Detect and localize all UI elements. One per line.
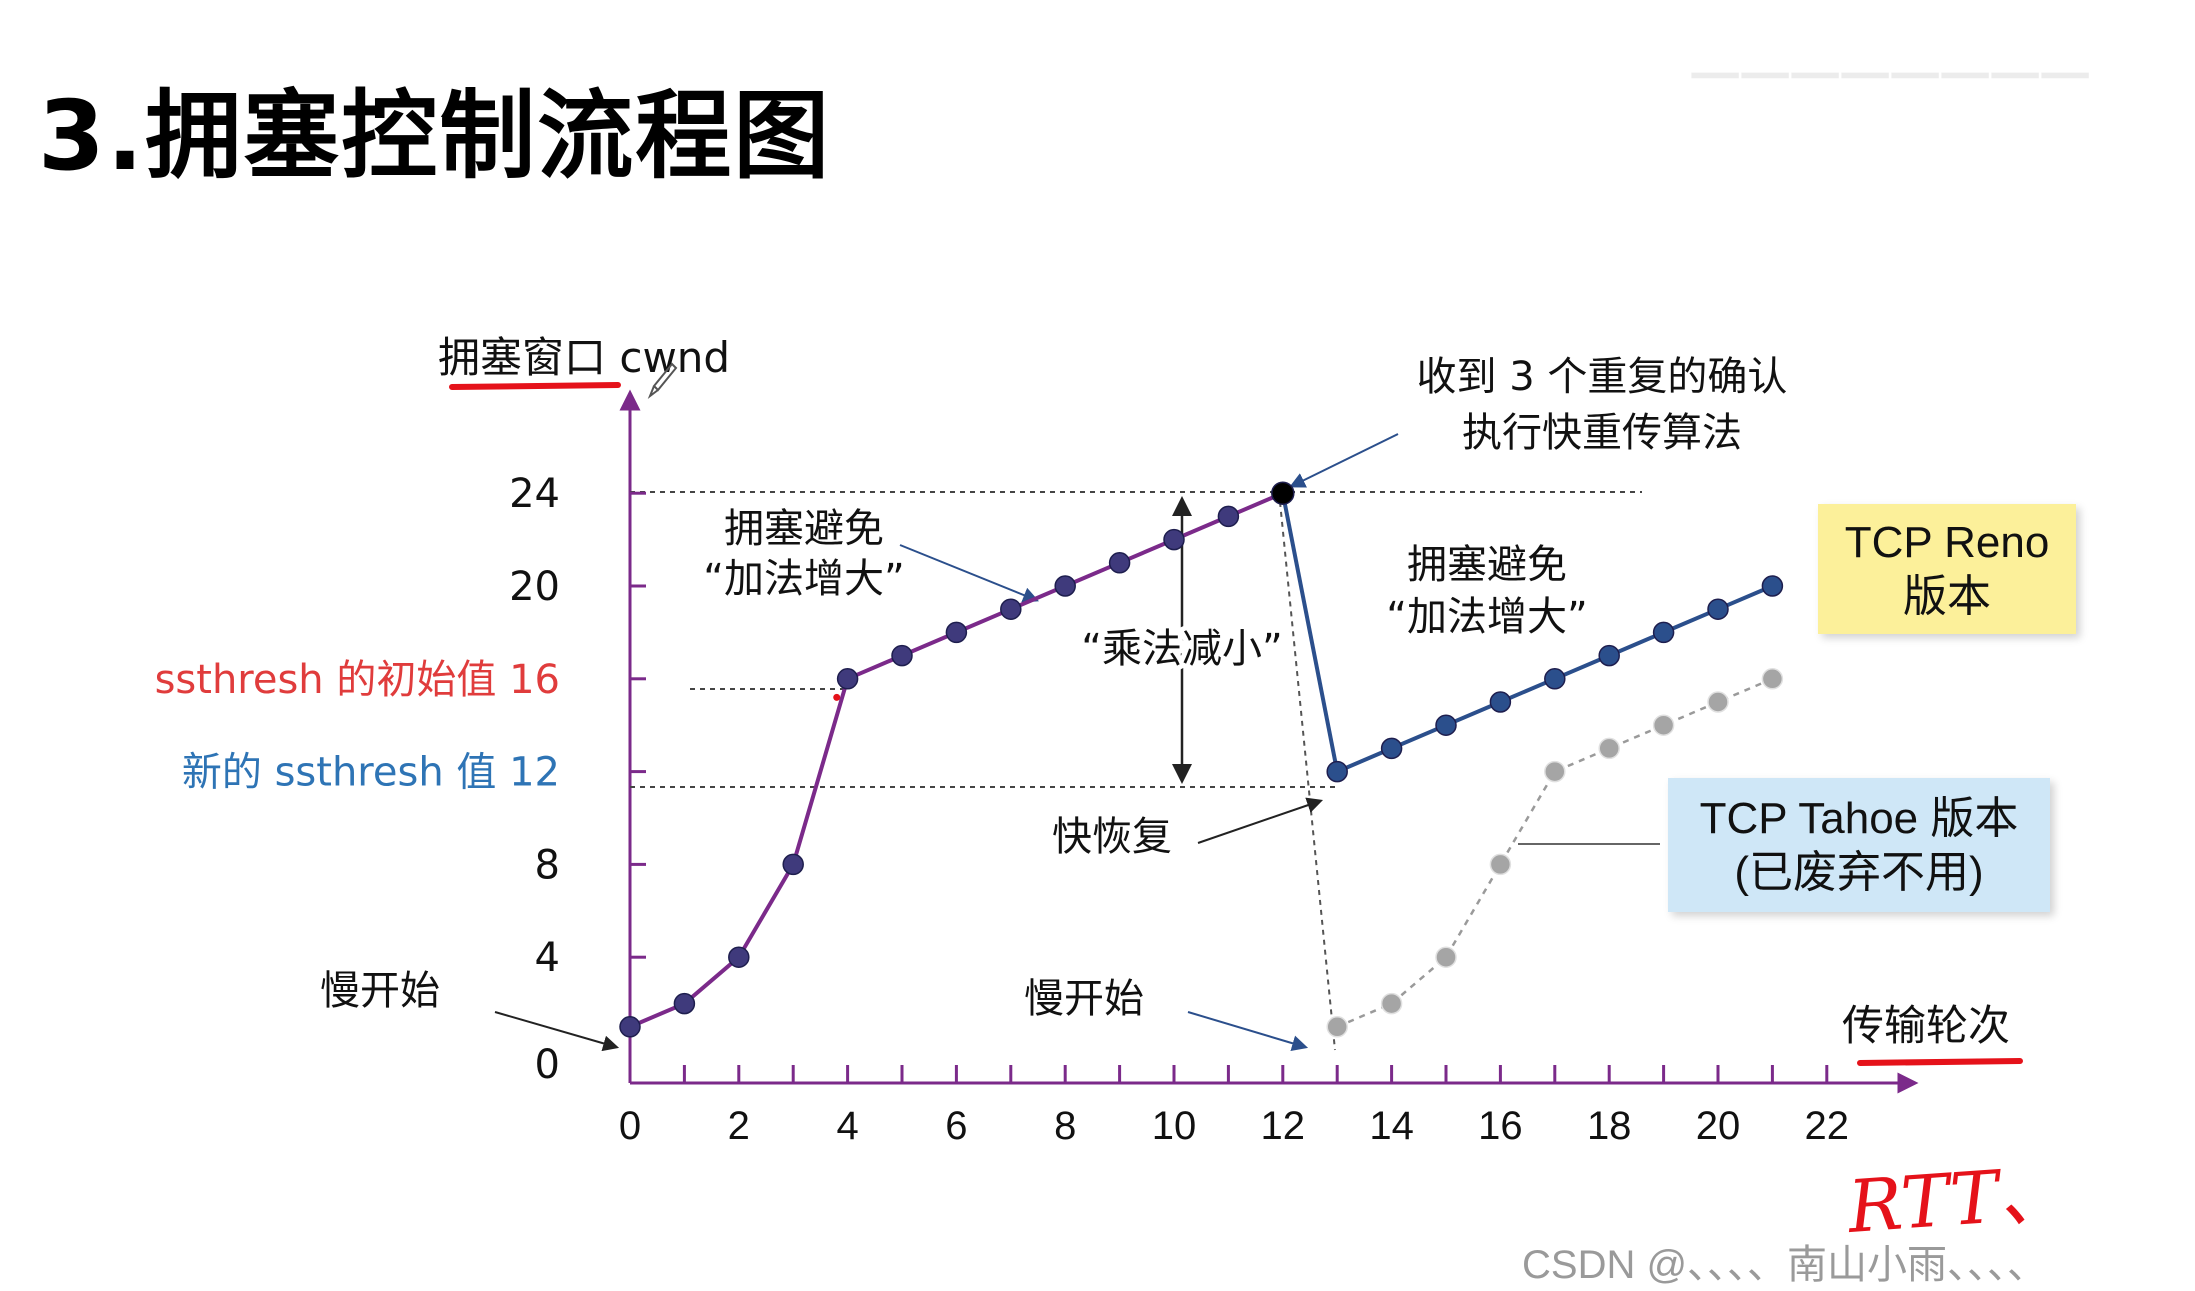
- reno-box-line2: 版本: [1903, 572, 1991, 621]
- x-tick-label: 22: [1805, 1104, 1850, 1148]
- x-tick-label: 0: [619, 1104, 641, 1148]
- data-point: [1163, 528, 1185, 551]
- fast-recovery-label: 快恢复: [1052, 814, 1172, 860]
- data-point: [1707, 691, 1729, 713]
- y-tick-label: ssthresh 的初始值 16: [155, 657, 560, 703]
- reno-box-line1: TCP Reno: [1844, 518, 2050, 567]
- dup-ack-label-line2: 执行快重传算法: [1462, 410, 1742, 456]
- drop-line-tahoe: [1278, 491, 1336, 1051]
- pointer-slow-start-2: [1187, 1011, 1309, 1051]
- slow-start-label-2: 慢开始: [1024, 976, 1144, 1022]
- pen-cursor-icon: [647, 362, 678, 399]
- ca2-label-line2: “加法增大”: [1386, 594, 1587, 640]
- series-layer: [619, 481, 1784, 1038]
- data-point: [1000, 598, 1022, 620]
- x-tick-label: 4: [836, 1104, 858, 1148]
- data-point: [1489, 853, 1512, 876]
- data-point: [673, 992, 696, 1015]
- data-point: [1761, 668, 1784, 690]
- pointer-slow-start-1: [494, 1011, 620, 1052]
- y-tick-label: 0: [535, 1042, 560, 1088]
- pointer-ca1: [899, 544, 1039, 603]
- x-tick-label: 8: [1054, 1104, 1076, 1148]
- data-point: [1652, 714, 1675, 736]
- y-tick-label: 8: [535, 842, 560, 888]
- data-point: [782, 853, 804, 876]
- data-point: [1435, 946, 1457, 968]
- tcp-tahoe-label-box: TCP Tahoe 版本 (已废弃不用): [1668, 778, 2050, 912]
- data-point: [1598, 737, 1620, 760]
- y-axis-title-underline: [449, 382, 621, 390]
- slow-start-label-1: 慢开始: [320, 968, 440, 1014]
- x-axis-title: 传输轮次: [1842, 1001, 2010, 1050]
- x-axis-title-underline: [1857, 1058, 2023, 1066]
- data-point: [1707, 598, 1729, 620]
- y-tick-label: 20: [509, 564, 560, 610]
- axis-ticks: [628, 491, 1829, 1083]
- x-tick-label: 14: [1369, 1104, 1414, 1148]
- data-point: [1544, 668, 1566, 690]
- data-point: [1217, 505, 1240, 528]
- x-tick-label: 10: [1152, 1104, 1197, 1148]
- handwritten-rtt-note: RTT、: [1843, 1150, 2073, 1249]
- data-point: [1761, 575, 1784, 597]
- x-tick-label: 12: [1261, 1104, 1306, 1148]
- ca1-label-line2: “加法增大”: [703, 556, 904, 602]
- pointer-fast-recovery: [1197, 797, 1324, 844]
- y-axis-title: 拥塞窗口 cwnd: [438, 333, 730, 382]
- data-point: [891, 644, 913, 667]
- data-point: [1652, 621, 1675, 644]
- ca2-label-line1: 拥塞避免: [1407, 542, 1567, 588]
- x-tick-label: 18: [1587, 1104, 1632, 1148]
- drop-line-reno: [1280, 492, 1340, 772]
- data-point: [619, 1016, 641, 1038]
- tahoe-box-line1: TCP Tahoe 版本: [1699, 794, 2019, 843]
- x-tick-label: 2: [728, 1104, 750, 1148]
- dup-ack-label-line1: 收到 3 个重复的确认: [1417, 354, 1788, 400]
- data-point: [1435, 714, 1457, 736]
- x-tick-label: 6: [945, 1104, 967, 1148]
- tahoe-box-line2: (已废弃不用): [1734, 848, 1984, 897]
- x-tick-label: 16: [1478, 1104, 1523, 1148]
- data-point: [1544, 760, 1566, 783]
- top-watermark: 一一一一一一一一: [1690, 49, 2090, 107]
- csdn-footer-watermark: CSDN @、、、、南山小雨、、、、: [1522, 1243, 2048, 1287]
- data-point: [1380, 992, 1403, 1015]
- data-point: [1326, 760, 1348, 783]
- data-point: [1108, 552, 1131, 574]
- page-title: 3.拥塞控制流程图: [38, 80, 832, 192]
- data-point: [1271, 481, 1295, 505]
- data-point: [728, 946, 750, 968]
- y-tick-label: 24: [509, 471, 560, 517]
- data-point: [1380, 737, 1403, 760]
- data-point: [1326, 1016, 1348, 1038]
- multiplicative-decrease-label: “乘法减小”: [1081, 626, 1282, 672]
- x-tick-label: 20: [1696, 1104, 1741, 1148]
- red-marker-dot: [833, 693, 841, 701]
- y-tick-label: 4: [535, 935, 560, 981]
- data-point: [836, 668, 859, 690]
- data-point: [1489, 691, 1512, 713]
- data-point: [945, 621, 968, 644]
- ca1-label-line1: 拥塞避免: [724, 506, 884, 552]
- tcp-reno-label-box: TCP Reno 版本: [1818, 504, 2076, 634]
- data-point: [1054, 575, 1076, 597]
- y-tick-label: 新的 ssthresh 值 12: [182, 750, 560, 796]
- data-point: [1598, 644, 1620, 667]
- pointer-dup-ack: [1289, 433, 1399, 488]
